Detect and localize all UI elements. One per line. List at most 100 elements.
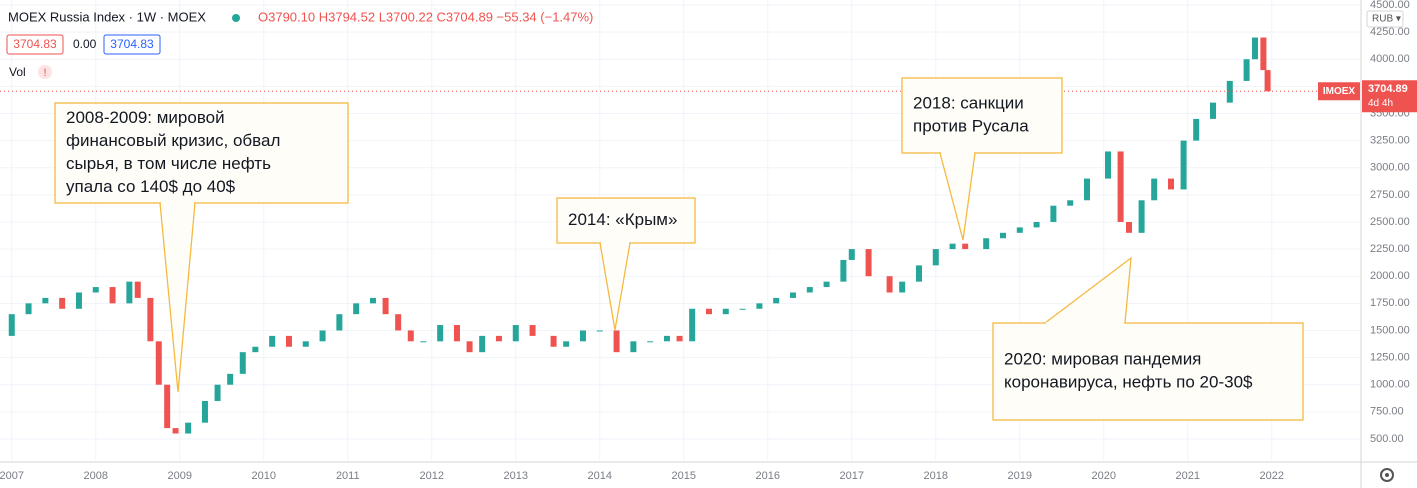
y-tick-label: 2500.00 <box>1370 216 1410 228</box>
candle <box>647 341 654 343</box>
warning-mark: ! <box>43 67 46 79</box>
candle <box>353 303 360 315</box>
callout-text: финансовый кризис, обвал <box>66 131 280 150</box>
candle <box>164 384 171 429</box>
candle <box>865 249 872 277</box>
callout: 2020: мировая пандемия коронавируса, нефт… <box>992 256 1304 421</box>
candle <box>239 352 246 374</box>
candle <box>42 297 49 304</box>
candle <box>886 276 893 293</box>
x-tick-label: 2008 <box>84 470 108 482</box>
candle <box>185 422 192 434</box>
callout-box <box>556 197 696 244</box>
candle <box>453 325 460 342</box>
candle <box>1264 70 1271 92</box>
candle <box>630 341 637 353</box>
candle <box>596 330 603 332</box>
callout-box <box>54 102 349 204</box>
y-tick-label: 4500.00 <box>1370 0 1410 11</box>
callout-text: 2018: санкции <box>913 93 1024 112</box>
settings-icon[interactable] <box>1380 468 1394 482</box>
ask-box <box>103 34 161 55</box>
candle <box>369 297 376 304</box>
x-tick-label: 2019 <box>1008 470 1032 482</box>
bid: 3704.83 <box>13 37 57 51</box>
candle <box>1151 178 1158 201</box>
candle <box>999 232 1006 239</box>
candle <box>529 325 536 336</box>
candle <box>1083 178 1090 201</box>
candle <box>823 281 830 288</box>
callout-text: против Русала <box>913 116 1029 135</box>
callout-text: коронавируса, нефть по 20-30$ <box>1004 372 1253 391</box>
candle <box>840 259 847 282</box>
candle <box>1016 227 1023 233</box>
candle <box>579 330 586 342</box>
currency-select[interactable] <box>1366 10 1404 28</box>
y-tick-label: 3000.00 <box>1370 162 1410 174</box>
y-tick-label: 2750.00 <box>1370 189 1410 201</box>
candle <box>8 314 15 336</box>
y-tick-label: 3250.00 <box>1370 135 1410 147</box>
candle <box>172 428 179 434</box>
candle <box>92 287 99 293</box>
price-tag-countdown: 4d 4h <box>1368 98 1393 109</box>
x-tick-label: 2020 <box>1092 470 1116 482</box>
volume-label: Vol <box>9 65 26 79</box>
candle <box>437 325 444 342</box>
candle <box>252 346 259 353</box>
x-tick-label: 2018 <box>924 470 948 482</box>
candle <box>806 287 813 293</box>
candle <box>214 384 221 401</box>
candle <box>1104 151 1111 179</box>
candle <box>1251 37 1258 60</box>
callout: 2008-2009: мировой финансовый кризис, обв… <box>54 102 349 393</box>
candle <box>1050 205 1057 222</box>
price-tag-value: 3704.89 <box>1368 83 1408 95</box>
candle <box>59 297 66 309</box>
y-tick-label: 1250.00 <box>1370 351 1410 363</box>
candle <box>319 330 326 342</box>
candle <box>1067 200 1074 206</box>
candle <box>1180 140 1187 190</box>
candle <box>25 303 32 315</box>
currency: RUB ▾ <box>1372 14 1401 25</box>
candle <box>1138 200 1145 233</box>
candle <box>147 297 154 342</box>
candle <box>899 281 906 293</box>
candle <box>932 249 939 266</box>
candle <box>789 292 796 298</box>
x-tick-label: 2013 <box>504 470 528 482</box>
x-tick-label: 2012 <box>420 470 444 482</box>
candle <box>227 373 234 385</box>
candle <box>495 335 502 342</box>
candle <box>689 308 696 342</box>
x-tick-label: 2014 <box>588 470 612 482</box>
x-tick-label: 2015 <box>672 470 696 482</box>
y-tick-label: 2250.00 <box>1370 243 1410 255</box>
candle <box>1226 80 1233 103</box>
candle <box>109 287 116 304</box>
x-tick-label: 2011 <box>336 470 360 482</box>
warning-icon[interactable] <box>38 65 52 79</box>
candle <box>676 335 683 342</box>
candle <box>1167 178 1174 190</box>
candle <box>962 243 969 250</box>
callout-box <box>992 322 1304 421</box>
candle <box>1260 37 1267 71</box>
x-tick-label: 2010 <box>252 470 276 482</box>
candle <box>613 330 620 353</box>
y-tick-label: 750.00 <box>1370 406 1404 418</box>
y-tick-label: 1000.00 <box>1370 379 1410 391</box>
candle <box>382 297 389 315</box>
candle <box>336 314 343 331</box>
status-dot <box>232 14 240 22</box>
candle <box>739 308 746 310</box>
candle <box>134 281 141 298</box>
candle <box>915 265 922 282</box>
candle <box>1243 59 1250 81</box>
ohlc: O3790.10 H3794.52 L3700.22 C3704.89 −55.… <box>258 9 593 24</box>
spread: 0.00 <box>73 37 97 51</box>
callout-text: 2008-2009: мировой <box>66 108 225 127</box>
